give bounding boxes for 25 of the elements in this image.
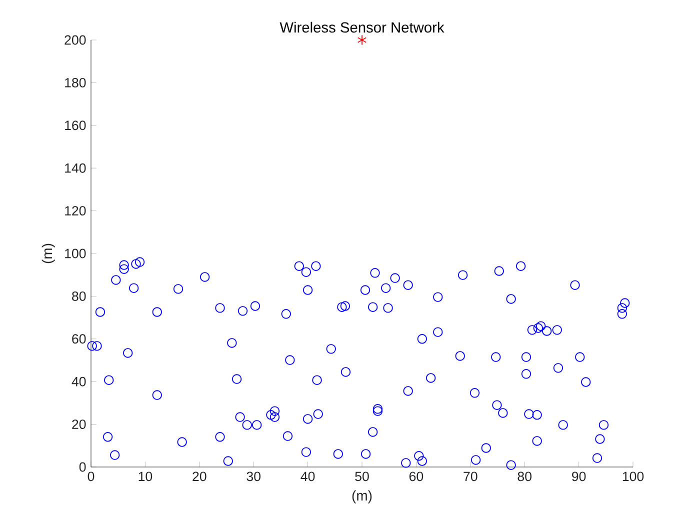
x-tick-label: 80 bbox=[518, 472, 532, 482]
y-tick-label: 80 bbox=[72, 291, 86, 301]
y-tick-label: 40 bbox=[72, 376, 86, 386]
y-axis-title: (m) bbox=[42, 244, 55, 264]
x-tick-label: 20 bbox=[192, 472, 206, 482]
y-tick-label: 100 bbox=[65, 248, 86, 258]
y-tick-label: 160 bbox=[65, 120, 86, 130]
chart-title: Wireless Sensor Network bbox=[280, 22, 444, 33]
x-tick-label: 0 bbox=[88, 472, 94, 482]
y-tick-label: 200 bbox=[64, 35, 86, 45]
y-tick-label: 120 bbox=[65, 206, 86, 216]
x-tick-label: 70 bbox=[464, 472, 478, 482]
x-tick-label: 100 bbox=[622, 472, 644, 482]
x-tick-label: 50 bbox=[355, 472, 369, 482]
x-tick-label: 90 bbox=[572, 472, 586, 482]
x-axis-title: (m) bbox=[352, 490, 372, 504]
y-tick-label: 0 bbox=[79, 462, 86, 472]
x-tick-label: 60 bbox=[409, 472, 424, 482]
y-tick-label: 20 bbox=[72, 420, 86, 430]
x-tick-label: 30 bbox=[246, 472, 260, 482]
x-tick-label: 10 bbox=[138, 472, 152, 482]
y-tick-label: 60 bbox=[72, 334, 86, 344]
x-tick-label: 40 bbox=[300, 472, 315, 482]
y-tick-label: 140 bbox=[65, 163, 86, 173]
y-tick-label: 180 bbox=[65, 78, 86, 88]
